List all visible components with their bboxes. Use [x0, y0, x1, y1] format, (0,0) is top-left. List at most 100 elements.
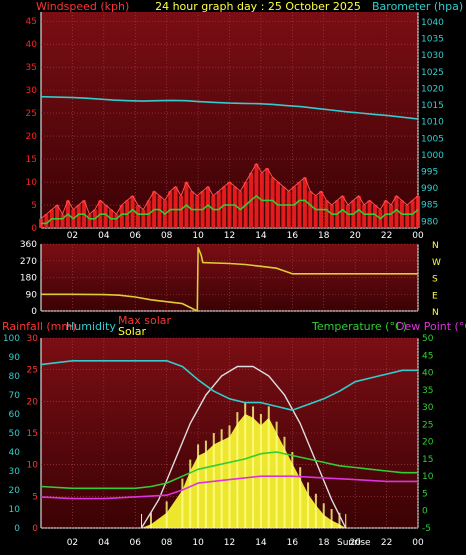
- solar-label: Solar: [118, 325, 147, 338]
- x-tick-label: 04: [98, 538, 110, 548]
- x-tick-label: 16: [287, 538, 299, 548]
- sunrise-label: Sunrise: [337, 538, 371, 548]
- x-tick-label: 20: [349, 231, 361, 241]
- x-tick-label: 06: [130, 538, 142, 548]
- temp-tick-label: 5: [422, 489, 428, 499]
- rain-tick-label: 5: [32, 492, 38, 502]
- baro-tick-label: 985: [421, 201, 438, 211]
- compass-label: W: [432, 258, 441, 268]
- humidity-tick-label: 60: [9, 410, 21, 420]
- temp-tick-label: 0: [422, 507, 428, 517]
- x-tick-label: 18: [318, 231, 330, 241]
- x-tick-label: 12: [224, 538, 235, 548]
- temp-tick-label: 30: [422, 403, 434, 413]
- direction-tick-label: 0: [31, 307, 37, 317]
- wind-tick-label: 0: [31, 224, 37, 234]
- temp-tick-label: 35: [422, 386, 433, 396]
- temp-tick-label: 15: [422, 455, 433, 465]
- baro-tick-label: 980: [421, 217, 438, 227]
- baro-tick-label: 1020: [421, 84, 444, 94]
- wind-tick-label: 10: [26, 178, 38, 188]
- compass-label: E: [432, 291, 438, 301]
- temp-tick-label: -5: [422, 524, 431, 534]
- rain-tick-label: 10: [27, 461, 39, 471]
- x-tick-label: 14: [255, 538, 267, 548]
- baro-tick-label: 1005: [421, 134, 444, 144]
- direction-tick-label: 270: [20, 257, 37, 267]
- gust-line: [40, 163, 419, 220]
- humidity-tick-label: 20: [9, 486, 21, 496]
- wind-tick-label: 35: [26, 63, 37, 73]
- rain-axis-label: Rainfall (mm): [2, 320, 76, 333]
- x-tick-label: 22: [381, 538, 392, 548]
- dewpoint-axis-label: Dew Point (°C): [396, 320, 466, 333]
- x-tick-label: 04: [98, 231, 110, 241]
- x-tick-label: 02: [67, 538, 78, 548]
- direction-line: [41, 246, 418, 312]
- x-tick-label: 18: [318, 538, 330, 548]
- x-tick-label: 00: [412, 538, 424, 548]
- temp-tick-label: 20: [422, 438, 434, 448]
- x-tick-label: 08: [161, 538, 173, 548]
- baro-tick-label: 1040: [421, 18, 444, 28]
- humidity-tick-label: 40: [9, 448, 21, 458]
- title: 24 hour graph day : 25 October 2025: [155, 0, 361, 13]
- wind-tick-label: 30: [26, 86, 38, 96]
- maxsolar-label: Max solar: [118, 314, 171, 327]
- humidity-tick-label: 0: [14, 524, 20, 534]
- x-tick-label: 06: [130, 231, 142, 241]
- humidity-line: [40, 359, 418, 412]
- wind-axis-label: Windspeed (kph): [36, 0, 129, 13]
- direction-tick-label: 90: [26, 290, 38, 300]
- temperature-axis-label: Temperature (°C): [311, 320, 407, 333]
- x-tick-label: 14: [255, 231, 267, 241]
- baro-tick-label: 990: [421, 184, 438, 194]
- temp-tick-label: 40: [422, 369, 434, 379]
- temperature-line: [40, 451, 418, 490]
- temp-tick-label: 10: [422, 472, 434, 482]
- baro-tick-label: 1030: [421, 51, 444, 61]
- wind-tick-label: 25: [26, 109, 37, 119]
- rain-tick-label: 20: [27, 397, 39, 407]
- x-tick-label: 10: [192, 538, 204, 548]
- wind-tick-label: 20: [26, 132, 38, 142]
- baro-tick-label: 1010: [421, 118, 444, 128]
- baro-line: [40, 95, 419, 120]
- wind-tick-label: 40: [26, 40, 38, 50]
- rain-tick-label: 25: [27, 366, 38, 376]
- direction-tick-label: 360: [20, 240, 37, 250]
- temp-tick-label: 50: [422, 334, 434, 344]
- humidity-tick-label: 30: [9, 467, 21, 477]
- compass-label: N: [432, 241, 439, 251]
- x-tick-label: 10: [192, 231, 204, 241]
- rain-tick-label: 0: [32, 524, 38, 534]
- x-tick-label: 08: [161, 231, 173, 241]
- baro-tick-label: 1000: [421, 151, 444, 161]
- humidity-tick-label: 80: [9, 372, 21, 382]
- solar-area: [141, 414, 346, 528]
- rain-tick-label: 30: [27, 334, 39, 344]
- x-tick-label: 02: [67, 231, 78, 241]
- wind-avg-line: [41, 195, 419, 225]
- baro-tick-label: 1015: [421, 101, 444, 111]
- wind-tick-label: 45: [26, 17, 37, 27]
- humidity-tick-label: 50: [9, 429, 21, 439]
- humidity-axis-label: Humidity: [66, 320, 116, 333]
- x-tick-label: 22: [381, 231, 392, 241]
- humidity-tick-label: 90: [9, 353, 21, 363]
- direction-tick-label: 180: [20, 274, 37, 284]
- baro-tick-label: 1025: [421, 68, 444, 78]
- temp-tick-label: 45: [422, 351, 433, 361]
- compass-label: S: [432, 275, 438, 285]
- x-tick-label: 16: [287, 231, 299, 241]
- baro-tick-label: 995: [421, 168, 438, 178]
- x-tick-label: 00: [412, 231, 424, 241]
- humidity-tick-label: 70: [9, 391, 21, 401]
- temp-tick-label: 25: [422, 420, 433, 430]
- maxsolar-line: [140, 365, 347, 529]
- x-tick-label: 20: [349, 538, 361, 548]
- x-tick-label: 12: [224, 231, 235, 241]
- baro-tick-label: 1035: [421, 35, 444, 45]
- baro-axis-label: Barometer (hpa): [372, 0, 463, 13]
